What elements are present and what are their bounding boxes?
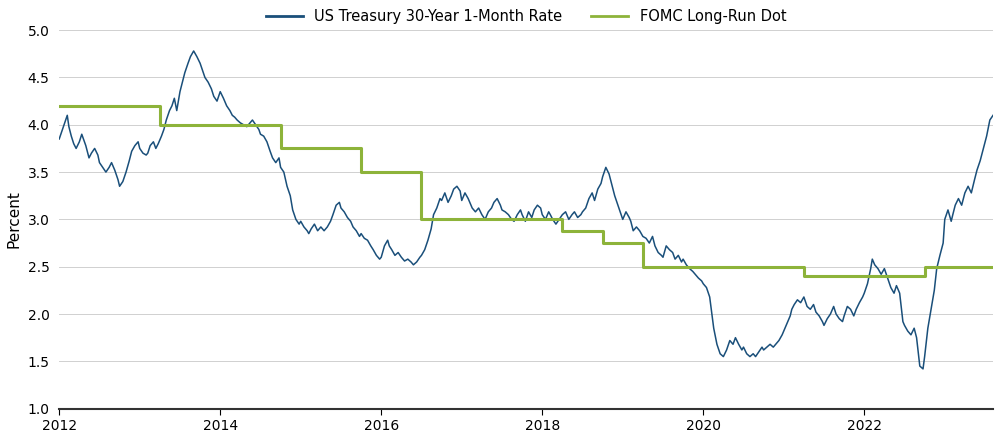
Y-axis label: Percent: Percent <box>7 191 22 248</box>
Legend: US Treasury 30-Year 1-Month Rate, FOMC Long-Run Dot: US Treasury 30-Year 1-Month Rate, FOMC L… <box>260 4 792 30</box>
